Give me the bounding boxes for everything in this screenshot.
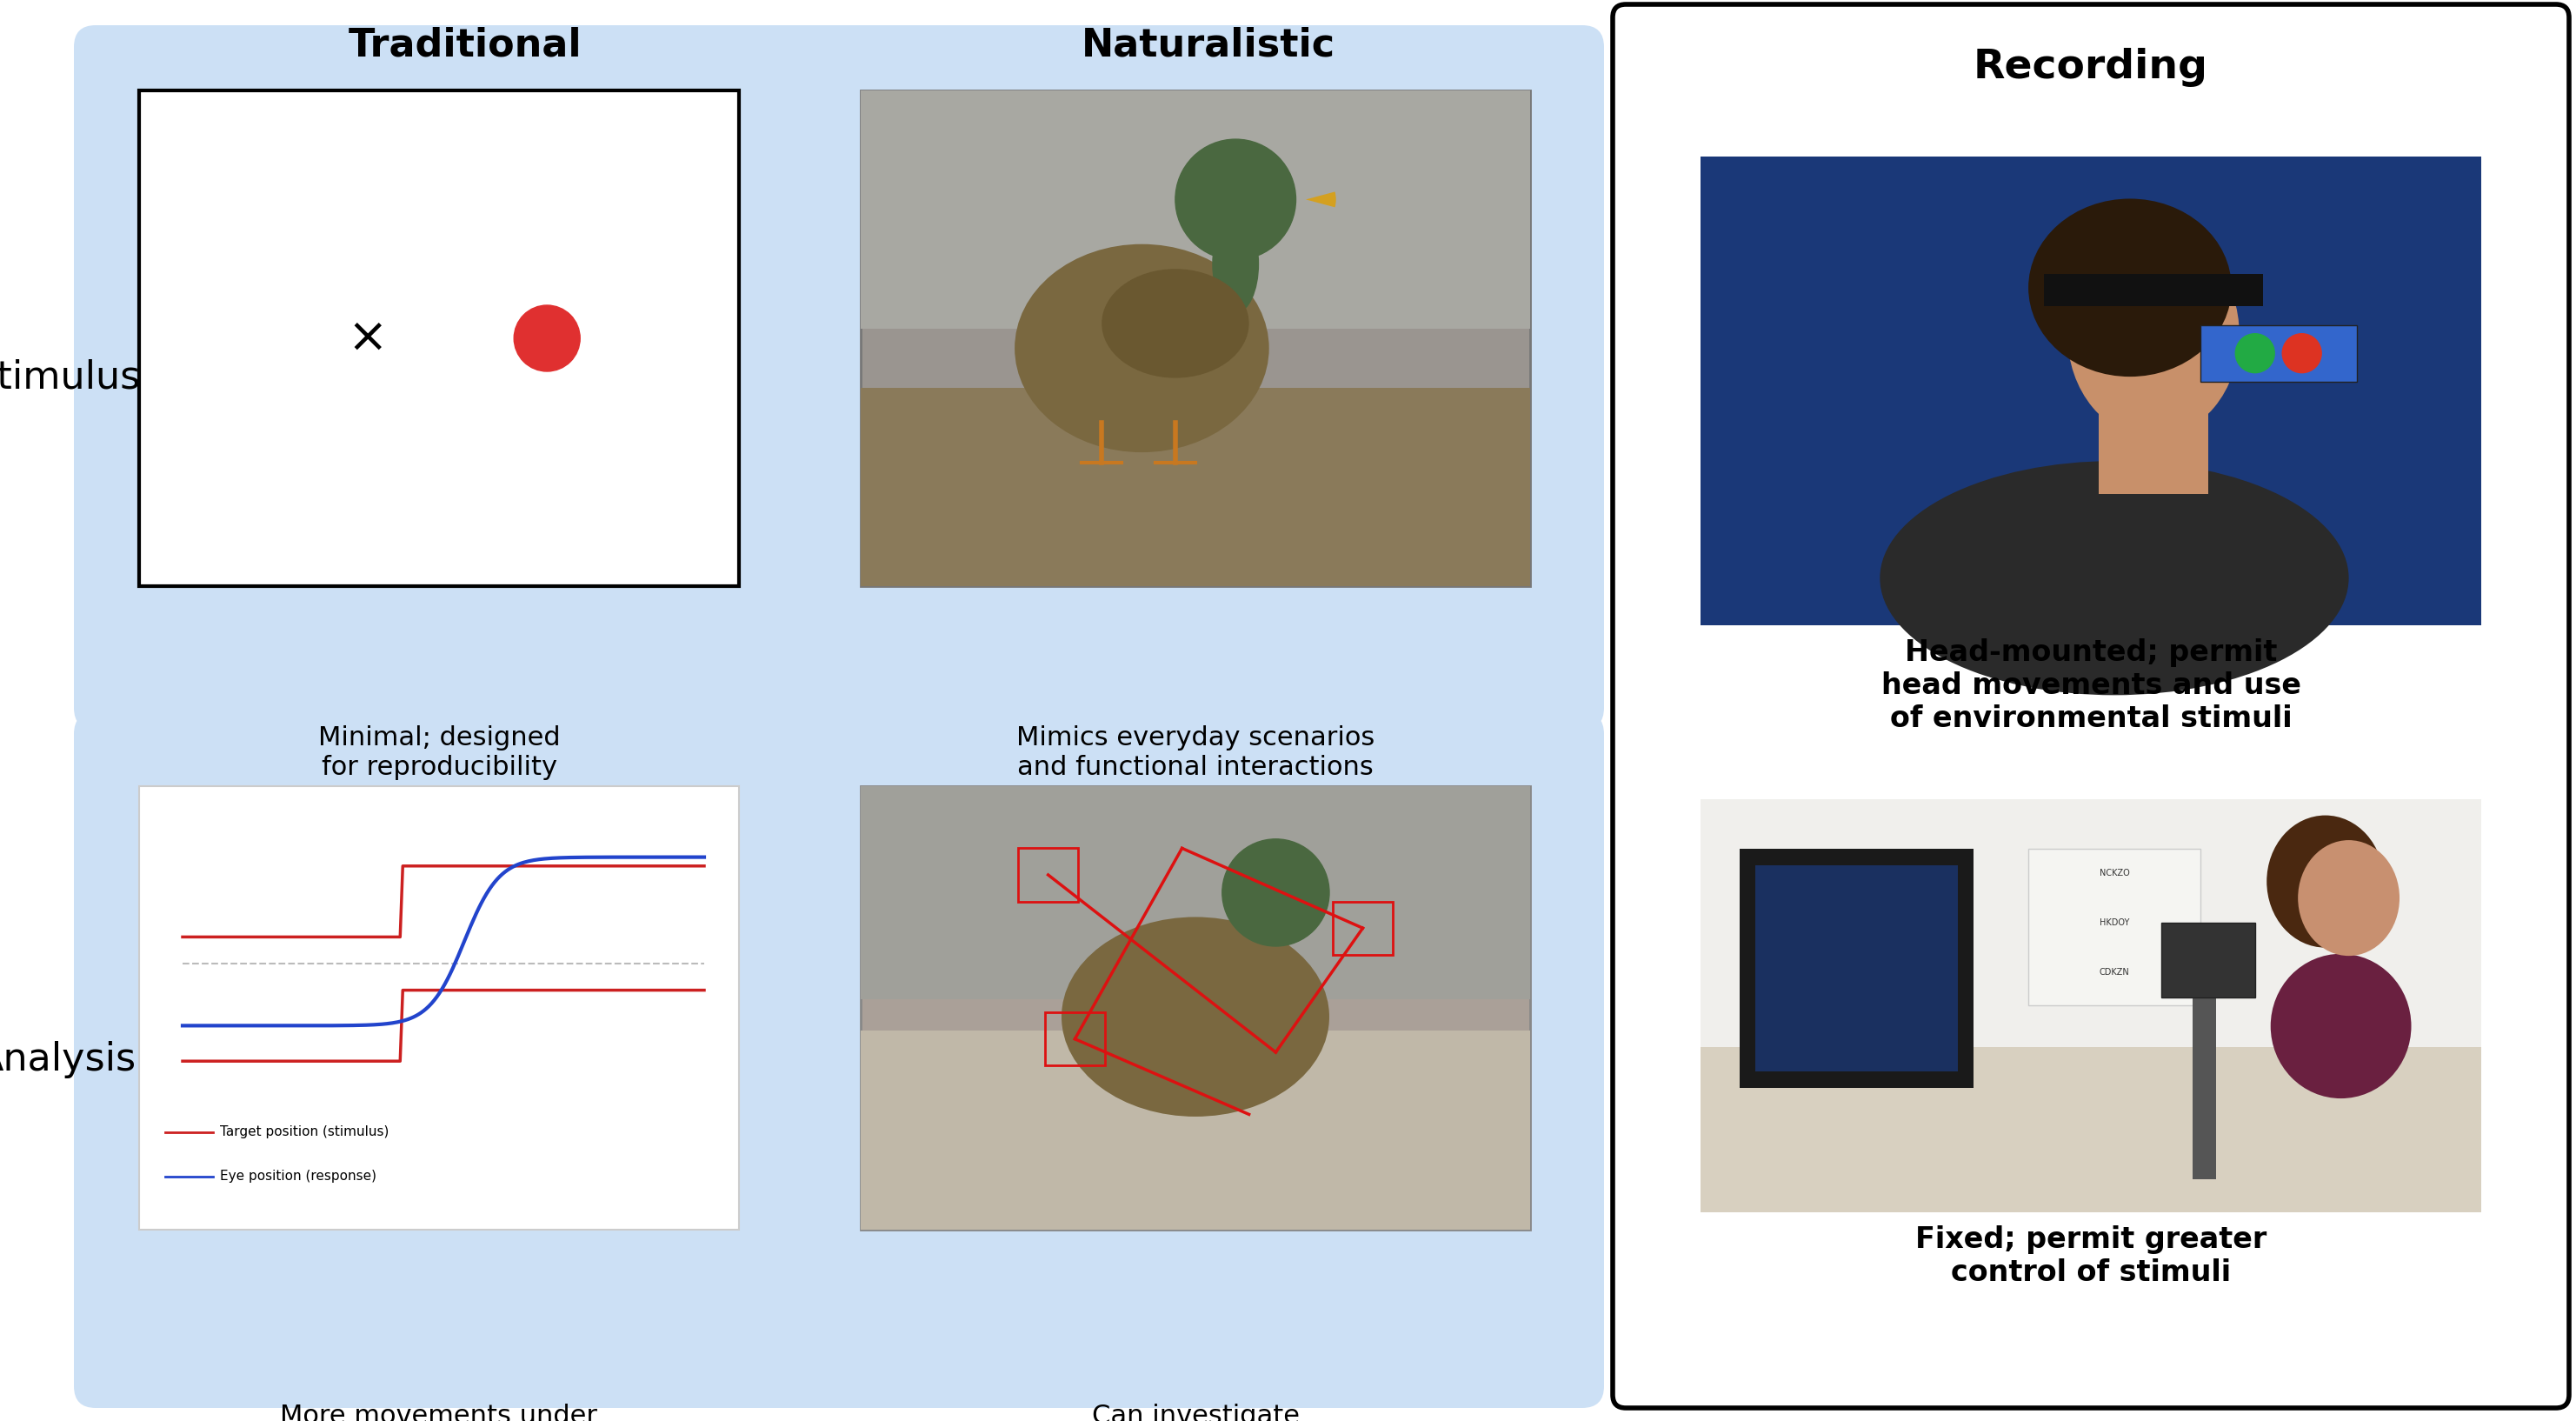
Ellipse shape [1103,269,1249,378]
Circle shape [515,306,580,371]
Bar [1332,901,1394,955]
Bar [1046,1012,1105,1066]
Bar [2043,274,2262,307]
Bar [860,786,1530,1229]
Bar [1700,1047,2481,1212]
Ellipse shape [1880,460,2349,695]
Bar [2200,325,2357,381]
Bar [1700,799,2481,1212]
Bar [860,91,1530,328]
Text: More movements under
identical conditions: More movements under identical condition… [281,1404,598,1421]
FancyBboxPatch shape [75,712,1605,1408]
Text: Traditional: Traditional [348,26,582,64]
Ellipse shape [2298,840,2398,956]
Text: NCKZO: NCKZO [2099,868,2130,878]
Text: Analysis: Analysis [0,1042,137,1079]
Bar [860,388,1530,585]
Text: HKDOY: HKDOY [2099,918,2130,926]
Text: Naturalistic: Naturalistic [1082,26,1334,64]
Text: Stimulus: Stimulus [0,358,142,396]
Ellipse shape [2027,199,2231,377]
Bar [2027,848,2200,1006]
Text: Minimal; designed
for reproducibility: Minimal; designed for reproducibility [317,725,559,780]
Bar [1700,799,2481,1054]
Bar [860,91,1530,585]
Bar [139,786,739,1229]
Wedge shape [1306,192,1337,207]
Bar [1700,156,2481,625]
Text: ×: × [348,315,386,362]
Circle shape [1175,139,1296,260]
Text: Recording: Recording [1973,48,2208,87]
Circle shape [2236,334,2275,372]
Ellipse shape [1015,244,1270,452]
Text: Head-mounted; permit
head movements and use
of environmental stimuli: Head-mounted; permit head movements and … [1880,638,2300,733]
Bar [2192,931,2215,1179]
Circle shape [2282,334,2321,372]
Ellipse shape [2069,232,2239,438]
Text: Eye position (response): Eye position (response) [219,1169,376,1182]
Ellipse shape [2269,953,2411,1098]
Bar [860,1030,1530,1229]
Bar [860,786,1530,999]
Text: Fixed; permit greater
control of stimuli: Fixed; permit greater control of stimuli [1914,1225,2267,1287]
Text: Target position (stimulus): Target position (stimulus) [219,1125,389,1138]
Bar [139,91,739,585]
Bar [1754,865,1958,1071]
Text: Mimics everyday scenarios
and functional interactions: Mimics everyday scenarios and functional… [1015,725,1376,780]
Bar [1018,848,1079,901]
Bar [2161,922,2254,998]
Ellipse shape [1213,215,1260,314]
Bar [2099,362,2208,493]
Circle shape [1221,838,1329,946]
Text: CDKZN: CDKZN [2099,968,2130,976]
Bar [1739,848,1973,1088]
FancyBboxPatch shape [75,26,1605,729]
Text: Can investigate
movement patterns and
search strategy: Can investigate movement patterns and se… [1036,1404,1355,1421]
Ellipse shape [1061,917,1329,1117]
FancyBboxPatch shape [1613,4,2568,1408]
Ellipse shape [2267,816,2383,948]
